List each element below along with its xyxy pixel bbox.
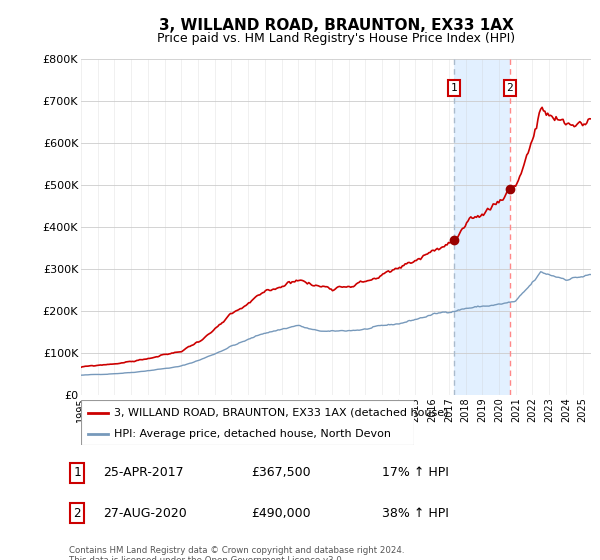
Text: 3, WILLAND ROAD, BRAUNTON, EX33 1AX: 3, WILLAND ROAD, BRAUNTON, EX33 1AX (158, 18, 514, 33)
Text: 38% ↑ HPI: 38% ↑ HPI (382, 507, 449, 520)
Text: 27-AUG-2020: 27-AUG-2020 (103, 507, 187, 520)
Text: £367,500: £367,500 (252, 466, 311, 479)
Bar (454, 59, 510, 395)
Text: 2: 2 (73, 507, 80, 520)
Text: HPI: Average price, detached house, North Devon: HPI: Average price, detached house, Nort… (115, 429, 391, 439)
Text: 3, WILLAND ROAD, BRAUNTON, EX33 1AX (detached house): 3, WILLAND ROAD, BRAUNTON, EX33 1AX (det… (115, 408, 449, 418)
Text: 25-APR-2017: 25-APR-2017 (103, 466, 184, 479)
Text: 1: 1 (73, 466, 80, 479)
Text: 1: 1 (451, 83, 458, 93)
Text: Contains HM Land Registry data © Crown copyright and database right 2024.
This d: Contains HM Land Registry data © Crown c… (69, 546, 404, 560)
Text: 17% ↑ HPI: 17% ↑ HPI (382, 466, 449, 479)
Text: Price paid vs. HM Land Registry's House Price Index (HPI): Price paid vs. HM Land Registry's House … (157, 32, 515, 45)
Text: £490,000: £490,000 (252, 507, 311, 520)
Text: 2: 2 (506, 83, 513, 93)
